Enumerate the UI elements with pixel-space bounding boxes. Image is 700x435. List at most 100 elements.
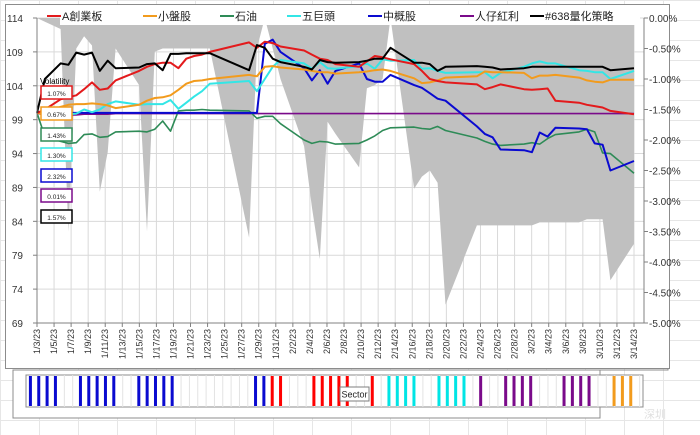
- right-tick-label: -5.00%: [649, 319, 681, 330]
- x-tick-label: 2/16/23: [407, 329, 417, 359]
- x-tick-label: 2/24/23: [475, 329, 485, 359]
- sector-bar: [87, 376, 91, 406]
- right-tick-label: -2.00%: [649, 136, 681, 147]
- x-tick-label: 1/3/23: [32, 329, 42, 354]
- sector-label-rect: [339, 386, 370, 402]
- x-tick-label: 3/6/23: [561, 329, 571, 354]
- x-tick-label: 3/14/23: [629, 329, 639, 359]
- right-tick-label: -4.00%: [649, 258, 681, 269]
- legend-item-#638量化策略[interactable]: #638量化策略: [530, 9, 613, 23]
- x-tick-label: 1/15/23: [134, 329, 144, 359]
- sector-bar: [412, 376, 416, 406]
- volatility-value: 0.67%: [47, 112, 66, 119]
- legend-item-中概股[interactable]: 中概股: [368, 10, 416, 23]
- right-tick-label: -1.00%: [649, 75, 681, 86]
- x-tick-label: 2/14/23: [390, 329, 400, 359]
- volatility-box: [40, 106, 73, 121]
- x-tick-label: 3/4/23: [544, 329, 554, 354]
- legend-label: 中概股: [383, 10, 416, 23]
- left-tick-label: 84: [12, 217, 24, 228]
- sector-bar: [137, 376, 141, 406]
- legend-label: 五巨頭: [302, 10, 335, 23]
- legend-item-A創業板[interactable]: A創業板: [47, 9, 102, 23]
- x-tick-label: 3/10/23: [595, 329, 605, 359]
- sector-bar: [462, 376, 466, 406]
- left-tick-label: 114: [7, 14, 23, 25]
- legend-label: 人仔紅利: [475, 10, 519, 23]
- x-tick-label: 2/4/23: [305, 329, 315, 354]
- series-line-中概股: [37, 38, 635, 172]
- sector-bar: [37, 376, 41, 406]
- sector-label: Sector: [341, 390, 367, 400]
- x-tick-label: 2/10/23: [356, 329, 366, 359]
- right-tick-label: -3.00%: [649, 197, 681, 208]
- x-tick-label: 2/22/23: [458, 329, 468, 359]
- sector-bar: [370, 376, 374, 406]
- x-tick-label: 1/11/23: [100, 329, 110, 358]
- volatility-box: [40, 85, 73, 100]
- sector-bar: [45, 376, 49, 406]
- sector-bar: [612, 376, 616, 406]
- sector-bar: [329, 376, 333, 406]
- left-tick-label: 109: [6, 48, 23, 59]
- axes-layer: 114 109 104 99 94 89 84 79 74 69 0.00% -0.50% -1.00%…: [6, 14, 680, 359]
- sector-bar: [170, 376, 174, 406]
- sector-bar: [445, 376, 449, 406]
- sector-bar: [28, 376, 32, 406]
- volatility-value: 2.32%: [47, 174, 66, 181]
- sector-bar: [620, 376, 624, 406]
- volatility-box-石油: 1.43%: [40, 127, 73, 142]
- right-tick-label: -0.50%: [649, 45, 681, 56]
- volatility-box-小盤股: 0.67%: [40, 106, 73, 121]
- sector-bar: [512, 376, 516, 406]
- legend-item-五巨頭[interactable]: 五巨頭: [287, 10, 335, 23]
- volatility-value: 0.01%: [47, 194, 66, 201]
- sector-bar: [587, 376, 591, 406]
- legend-label: #638量化策略: [545, 9, 613, 23]
- x-tick-label: 1/19/23: [168, 329, 178, 359]
- x-tick-label: 3/8/23: [578, 329, 588, 354]
- legend-box: [60, 6, 640, 25]
- sector-bar: [279, 376, 283, 406]
- sector-label-box: Sector: [339, 386, 370, 402]
- sector-plot: [25, 374, 644, 408]
- x-tick-label: 1/17/23: [151, 329, 161, 359]
- x-tick-label: 1/13/23: [117, 329, 127, 359]
- legend-item-石油[interactable]: 石油: [220, 9, 257, 23]
- left-tick-label: 104: [6, 82, 23, 93]
- x-tick-label: 1/5/23: [49, 329, 59, 354]
- left-tick-label: 74: [12, 285, 24, 296]
- volatility-box: [40, 188, 73, 203]
- legend-item-小盤股[interactable]: 小盤股: [143, 10, 191, 23]
- volatility-box-五巨頭: 1.30%: [40, 147, 73, 162]
- volatility-box: [40, 168, 73, 183]
- sector-bar: [562, 376, 566, 406]
- sector-bar: [504, 376, 508, 406]
- x-tick-label: 2/8/23: [339, 329, 349, 354]
- x-tick-label: 2/28/23: [510, 329, 520, 359]
- series-line-五巨頭: [37, 58, 635, 116]
- series-line-A創業板: [36, 40, 635, 116]
- x-tick-label: 2/2/23: [288, 329, 298, 354]
- sector-bar: [629, 376, 633, 406]
- x-tick-label: 2/18/23: [424, 329, 434, 359]
- legend-item-人仔紅利[interactable]: 人仔紅利: [460, 10, 519, 23]
- legend-label: 小盤股: [158, 10, 191, 23]
- sector-bar: [112, 376, 116, 406]
- sector-bar: [270, 376, 274, 406]
- x-tick-label: 2/12/23: [373, 329, 383, 359]
- sector-bar: [262, 376, 266, 406]
- sector-bar: [404, 376, 408, 406]
- volatility-label: Volatility: [40, 77, 69, 86]
- right-tick-label: -4.50%: [649, 289, 681, 300]
- sector-bar: [529, 376, 533, 406]
- x-tick-label: 2/20/23: [441, 329, 451, 359]
- x-tick-label: 1/7/23: [66, 329, 76, 354]
- volatility-box: [40, 147, 73, 162]
- volatility-panel: Volatility 1.07% 0.67% 1.43% 1.30% 2.32% 0.01%…: [40, 77, 73, 224]
- sector-bar: [103, 376, 107, 406]
- volatility-value: 1.30%: [47, 153, 66, 160]
- sector-bar: [520, 376, 524, 406]
- series-line-#638量化策略: [36, 44, 635, 114]
